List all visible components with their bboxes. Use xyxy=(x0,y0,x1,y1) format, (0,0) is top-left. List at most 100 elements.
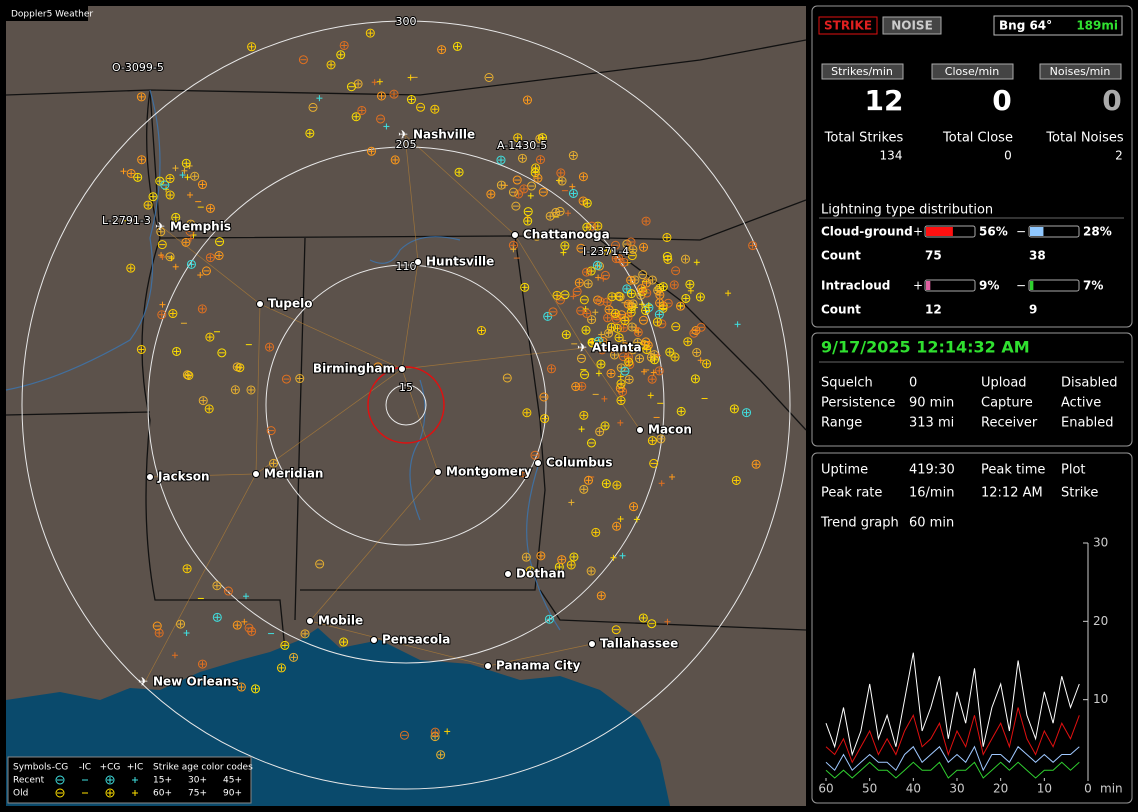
strike-ring xyxy=(612,480,622,490)
rate-label: Close/min xyxy=(945,65,999,78)
strike-ring xyxy=(484,73,494,83)
bar-track xyxy=(924,279,976,292)
strike-ring xyxy=(569,552,579,562)
legend-age: 30+ xyxy=(188,776,207,786)
strike xyxy=(696,322,706,332)
strike-ring xyxy=(230,385,240,395)
noise-button[interactable] xyxy=(882,16,942,35)
stats-field: Uptime xyxy=(821,463,868,478)
x-unit: min xyxy=(1100,782,1123,796)
strike-ring xyxy=(639,242,649,252)
strike-ring xyxy=(452,41,462,51)
legend-symbol xyxy=(55,775,65,785)
sign: − xyxy=(1016,225,1026,239)
bar xyxy=(926,281,931,290)
strike xyxy=(641,368,648,375)
legend-symbol xyxy=(55,788,65,798)
strike xyxy=(181,167,188,174)
stats-field: Peak rate xyxy=(821,486,882,501)
strike-ring xyxy=(690,374,700,384)
city-dot xyxy=(252,470,260,478)
strike-ring xyxy=(671,266,681,276)
strike-ring xyxy=(157,240,167,250)
strike xyxy=(339,40,349,50)
strike-ring xyxy=(186,219,196,229)
strike-ring xyxy=(181,158,191,168)
strike xyxy=(725,290,732,297)
total-label: Total Noises xyxy=(1045,131,1124,146)
side-panel: STRIKE NOISE Bng 64° 189mi Strikes/min 12 Tota… xyxy=(811,5,1133,804)
count: 12 xyxy=(925,303,942,317)
strike xyxy=(357,105,367,115)
strike xyxy=(452,41,462,51)
strike-ring xyxy=(557,555,567,565)
strike-ring xyxy=(620,366,630,376)
strike-ring xyxy=(136,92,146,102)
strike xyxy=(171,652,178,659)
strike-ring xyxy=(647,436,657,446)
strike-ring xyxy=(571,382,581,392)
strike xyxy=(201,266,211,276)
strike xyxy=(187,235,194,242)
strike xyxy=(540,414,550,424)
trend-line xyxy=(825,652,1080,757)
strike xyxy=(165,252,175,262)
strike-button[interactable] xyxy=(818,16,878,35)
strike xyxy=(517,468,527,478)
status-field: Enabled xyxy=(1061,416,1114,431)
city-dot xyxy=(504,570,512,578)
strike-ring xyxy=(205,203,215,213)
strike-ring xyxy=(610,240,620,250)
strike-ring xyxy=(522,95,532,105)
strike-ring xyxy=(181,237,191,247)
strike xyxy=(522,95,532,105)
strike-ring xyxy=(548,307,558,317)
strike xyxy=(574,278,584,288)
strike xyxy=(654,366,664,376)
legend-symbol-type: +IC xyxy=(127,763,143,773)
city-label: Dothan xyxy=(516,567,565,581)
strike-ring xyxy=(689,328,699,338)
status-field: Upload xyxy=(981,376,1027,391)
strike xyxy=(622,284,632,294)
strike xyxy=(184,370,194,380)
strike xyxy=(697,357,704,364)
strike xyxy=(614,254,624,264)
stats-field: 12:12 AM xyxy=(981,486,1043,501)
strike xyxy=(552,290,562,300)
city-label: Jackson xyxy=(157,470,210,484)
strike-ring xyxy=(389,89,399,99)
strike xyxy=(687,287,694,294)
strike xyxy=(592,309,599,316)
strike-ring xyxy=(137,155,147,165)
strike-ring xyxy=(591,527,601,537)
strike xyxy=(513,133,523,143)
strike-ring xyxy=(616,396,626,406)
strike xyxy=(611,625,621,635)
strike-ring xyxy=(622,239,632,249)
strike-ring xyxy=(336,50,346,60)
strike xyxy=(517,153,527,163)
strike-ring xyxy=(647,275,657,285)
total-label: Total Close xyxy=(942,131,1013,146)
strike-button-label: STRIKE xyxy=(824,19,872,33)
strike-ring xyxy=(646,352,656,362)
strike xyxy=(610,308,620,318)
strike-ring xyxy=(627,251,637,261)
strike xyxy=(543,311,553,321)
strike-ring xyxy=(601,479,611,489)
strike-ring xyxy=(236,682,246,692)
legend-age: 75+ xyxy=(188,789,207,799)
strike xyxy=(658,480,665,487)
strike-ring xyxy=(650,355,660,365)
strike xyxy=(308,102,318,112)
strike-ring xyxy=(521,552,531,562)
strike xyxy=(560,241,570,251)
strike-ring xyxy=(680,254,690,264)
city-dot xyxy=(398,365,406,373)
city-label: Pensacola xyxy=(382,633,450,647)
strike xyxy=(399,730,409,740)
trend-label: Trend graph xyxy=(820,516,899,531)
strike xyxy=(663,298,673,308)
